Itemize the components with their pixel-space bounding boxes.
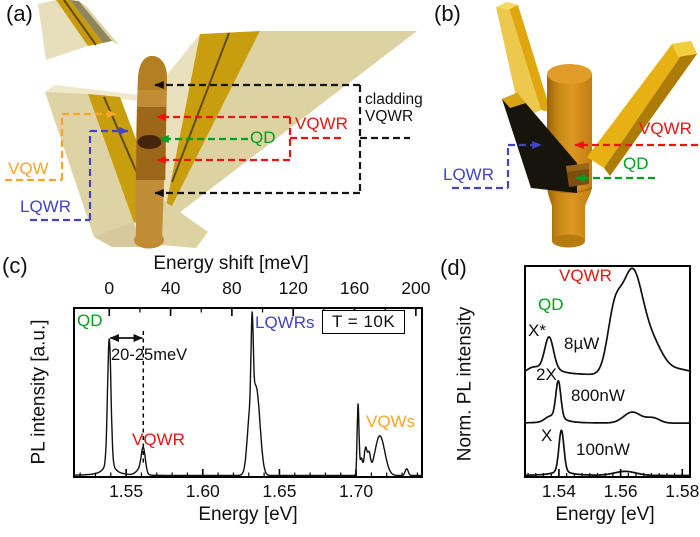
pl-spectrum-curve xyxy=(73,311,423,477)
tick-label: 80 xyxy=(222,278,242,298)
back-arm-edge xyxy=(79,1,119,45)
nanowire-structure-3d-b xyxy=(496,2,697,248)
left-arm-top-face xyxy=(45,85,148,101)
label-vqw-a: VQW xyxy=(8,159,49,178)
label-2x: 2X xyxy=(536,365,557,384)
upper-left-beam-end xyxy=(496,2,518,10)
label-power-800nW: 800nW xyxy=(571,386,625,405)
label-qd-a: QD xyxy=(250,128,276,147)
norm-pl-curve-100nW xyxy=(524,429,691,477)
back-arm-left-face xyxy=(38,0,88,60)
x-axis-label-d: Energy [eV] xyxy=(555,504,655,525)
y-axis-label-d: Norm. PL intensity xyxy=(454,306,476,462)
tick-label: 1.54 xyxy=(541,481,576,501)
y-axis-label-c: PL intensity [a.u.] xyxy=(28,319,50,465)
tick-label: 1.60 xyxy=(185,481,220,501)
label-qd-c: QD xyxy=(77,311,103,330)
top-axis-label-c: Energy shift [meV] xyxy=(153,253,309,274)
label-cladding-vqwr: cladding VQWR xyxy=(365,91,423,125)
upper-left-beam-light-face xyxy=(496,2,541,119)
upper-right-beam-dark-face xyxy=(604,41,697,176)
tick-label: 1.58 xyxy=(665,481,700,501)
tick-label: 1.65 xyxy=(262,481,297,501)
panel-letter-a: (a) xyxy=(6,1,33,26)
temperature-badge: T = 10K xyxy=(322,310,406,335)
label-vqwr-b: VQWR xyxy=(639,119,692,138)
panel-letter-c: (c) xyxy=(2,253,28,278)
tick-label: 40 xyxy=(160,278,181,298)
label-cladding-line1: cladding xyxy=(365,91,423,108)
tick-label: 160 xyxy=(339,278,370,298)
label-xstar: X* xyxy=(528,321,546,340)
upper-left-beam-gold-face xyxy=(507,2,551,112)
tick-label: 0 xyxy=(104,278,115,298)
lqwr-slab-gold-edge xyxy=(502,93,526,108)
wire-bottom-ellipse-b xyxy=(552,234,585,248)
right-arm-lqwr-groove xyxy=(171,32,230,183)
plot-frame-c xyxy=(73,307,423,478)
quantum-dot-b-top xyxy=(566,163,589,172)
upper-right-beam-gold-face xyxy=(587,41,691,168)
back-arm-side-face xyxy=(70,0,112,43)
tick-label: 120 xyxy=(278,278,308,298)
label-power-100nW: 100nW xyxy=(576,440,630,459)
panel-d-spectrum-chart xyxy=(524,265,691,478)
quantum-dot-a xyxy=(137,135,162,149)
tick-label: 1.56 xyxy=(603,481,638,501)
wire-top-cap xyxy=(137,56,167,90)
annotation-arrows-a xyxy=(5,81,410,222)
tick-label: 1.70 xyxy=(339,481,374,501)
panel-letter-b: (b) xyxy=(434,1,461,26)
annotation-arrows-b xyxy=(452,141,698,190)
panel-b-schematic xyxy=(452,2,698,248)
wire-top-ellipse-b xyxy=(547,64,592,84)
x-axis-label-c: Energy [eV] xyxy=(198,504,298,525)
norm-pl-curve-8µW xyxy=(524,267,691,376)
label-qd-b: QD xyxy=(623,154,649,173)
panel-letter-d: (d) xyxy=(440,255,467,280)
label-lqwr-b: LQWR xyxy=(443,165,494,184)
tick-label: 200 xyxy=(401,278,431,298)
label-vqws-c: VQWs xyxy=(366,412,416,431)
label-cladding-line2: VQWR xyxy=(365,107,414,125)
back-arm-groove xyxy=(63,0,97,46)
label-x: X xyxy=(541,426,553,445)
label-energy-shift-annotation: 20-25meV xyxy=(111,346,188,364)
label-lqwr-a: LQWR xyxy=(20,197,71,216)
label-vqwr-a: VQWR xyxy=(295,114,348,133)
norm-pl-curve-800nW xyxy=(524,379,691,424)
label-vqwr-d: VQWR xyxy=(559,266,612,285)
bottom-left-wedge xyxy=(94,222,140,247)
panel-c-spectrum-chart xyxy=(73,307,423,478)
label-power-8uW: 8µW xyxy=(564,334,600,353)
label-lqwrs-c: LQWRs xyxy=(255,313,315,332)
upper-right-beam-end xyxy=(672,41,697,57)
panel-a-schematic xyxy=(5,0,417,249)
label-qd-d: QD xyxy=(538,295,564,314)
tick-label: 1.55 xyxy=(109,481,144,501)
label-vqwr-c: VQWR xyxy=(132,430,185,449)
